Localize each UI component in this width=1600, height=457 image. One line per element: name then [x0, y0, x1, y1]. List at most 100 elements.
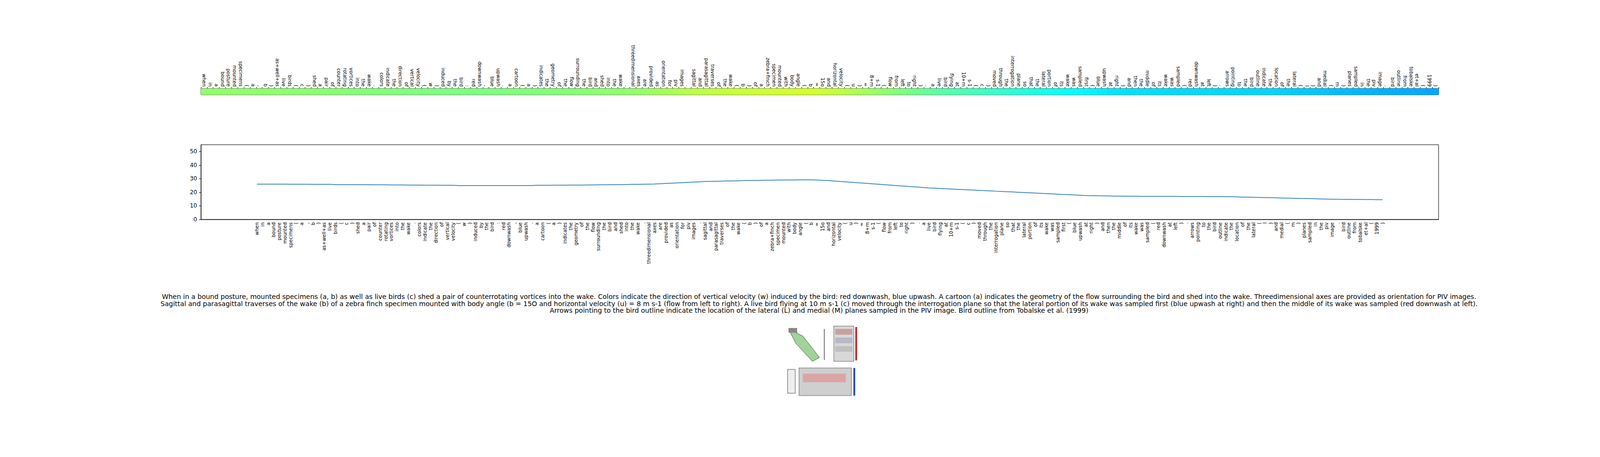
svg-text:its: its — [1059, 80, 1065, 87]
svg-text:bird: bird — [942, 77, 949, 87]
svg-text:a: a — [534, 222, 540, 226]
svg-text:.: . — [696, 222, 702, 224]
svg-text:geometry: geometry — [573, 222, 579, 246]
svg-text:to: to — [906, 81, 912, 87]
svg-text:bound: bound — [220, 71, 226, 88]
svg-text:.: . — [1183, 222, 1190, 224]
svg-text:right: right — [903, 222, 910, 234]
svg-text:arrows: arrows — [1189, 222, 1195, 239]
svg-text:at: at — [1108, 81, 1114, 87]
svg-text::: : — [495, 222, 501, 224]
svg-text:.: . — [501, 85, 507, 87]
svg-text:outline: outline — [1255, 70, 1261, 87]
svg-text:the: the — [730, 222, 736, 230]
svg-text:=: = — [862, 82, 869, 87]
svg-text:wake: wake — [1163, 74, 1169, 87]
svg-text:bird: bird — [1390, 77, 1396, 87]
svg-text:): ) — [985, 84, 991, 87]
svg-text:rotating: rotating — [342, 68, 348, 87]
svg-text:the: the — [1242, 79, 1249, 87]
svg-text:blue: blue — [1071, 222, 1078, 233]
svg-text:from: from — [887, 222, 893, 234]
svg-text:wake: wake — [735, 222, 741, 235]
svg-text:the: the — [568, 222, 574, 230]
svg-text:images: images — [690, 222, 697, 240]
svg-text:birds: birds — [287, 74, 293, 87]
svg-text:indicate: indicate — [1223, 222, 1229, 242]
svg-text:provided: provided — [663, 222, 669, 244]
svg-text:(: ( — [1420, 84, 1426, 87]
svg-text:.: . — [528, 222, 534, 224]
svg-text:(: ( — [244, 84, 250, 87]
svg-text:and: and — [593, 77, 599, 87]
svg-text:medial: medial — [1322, 70, 1328, 87]
svg-text:the: the — [1318, 222, 1324, 230]
svg-text:): ) — [1120, 84, 1126, 87]
svg-text:b: b — [747, 222, 753, 226]
svg-text:a: a — [507, 83, 513, 87]
svg-text:the: the — [584, 222, 590, 230]
svg-text:shed: shed — [311, 75, 318, 87]
svg-text:planes: planes — [1301, 222, 1307, 239]
svg-text:to: to — [898, 222, 904, 228]
svg-text:bird: bird — [607, 222, 613, 232]
svg-text:the: the — [1138, 79, 1144, 87]
svg-text:c: c — [979, 84, 985, 88]
svg-text:sampled: sampled — [1077, 66, 1083, 87]
svg-text:wake: wake — [1065, 74, 1071, 87]
svg-text:pointing: pointing — [1230, 67, 1236, 87]
svg-text:bird: bird — [1211, 222, 1218, 232]
svg-text:sampled: sampled — [1175, 66, 1181, 87]
svg-text:medial: medial — [1279, 222, 1285, 239]
svg-text:flow: flow — [569, 76, 575, 87]
svg-text:geometry: geometry — [550, 63, 556, 88]
svg-text:of: of — [1052, 81, 1059, 87]
svg-text:10: 10 — [190, 202, 198, 210]
svg-text:,: , — [256, 85, 262, 87]
svg-text:(: ( — [293, 84, 299, 87]
svg-text:blue: blue — [489, 76, 495, 87]
svg-text:): ) — [532, 84, 538, 87]
svg-text:50: 50 — [190, 148, 198, 155]
svg-text:s-1: s-1 — [875, 79, 881, 87]
svg-text:threedimensional: threedimensional — [630, 45, 636, 87]
svg-text:surrounding: surrounding — [575, 58, 581, 87]
svg-text:10+m: 10+m — [948, 222, 954, 238]
svg-text:and: and — [1100, 222, 1106, 232]
svg-text:orientation: orientation — [660, 60, 667, 87]
svg-text:8+m: 8+m — [864, 222, 870, 234]
svg-text:live: live — [327, 222, 333, 231]
svg-text:(: ( — [844, 84, 850, 87]
svg-text:by: by — [446, 80, 452, 87]
svg-text:): ) — [970, 222, 977, 225]
svg-text:the: the — [1245, 222, 1251, 230]
svg-text:cartoon: cartoon — [540, 222, 546, 241]
svg-text:red: red — [1155, 222, 1161, 230]
svg-text:(: ( — [1181, 84, 1188, 87]
svg-text:downwash: downwash — [1193, 61, 1200, 87]
svg-text:the: the — [629, 222, 635, 230]
svg-text:vortices: vortices — [388, 222, 394, 242]
svg-text:): ) — [1178, 222, 1184, 225]
svg-text:u: u — [850, 83, 857, 87]
svg-text:): ) — [1212, 84, 1218, 87]
svg-text:(: ( — [455, 222, 461, 225]
svg-text:): ) — [305, 84, 311, 87]
svg-text:and: and — [1316, 77, 1322, 87]
svg-text:sagittal: sagittal — [691, 69, 697, 87]
svg-text:by: by — [478, 222, 484, 229]
svg-text:that: that — [1010, 222, 1016, 232]
svg-text:through: through — [998, 68, 1004, 87]
svg-text:of: of — [1032, 222, 1039, 228]
svg-text:): ) — [315, 222, 321, 225]
svg-text:30: 30 — [190, 175, 198, 182]
svg-text:for: for — [680, 221, 686, 230]
svg-text:the: the — [562, 79, 569, 87]
svg-text:): ) — [1268, 222, 1274, 225]
svg-text:specimen: specimen — [775, 222, 781, 246]
svg-text:lateral: lateral — [1291, 71, 1298, 87]
svg-text:its: its — [1038, 222, 1044, 229]
svg-text:piv: piv — [685, 222, 691, 230]
svg-text:lateral: lateral — [1040, 71, 1047, 87]
svg-text:so: so — [1022, 81, 1028, 87]
